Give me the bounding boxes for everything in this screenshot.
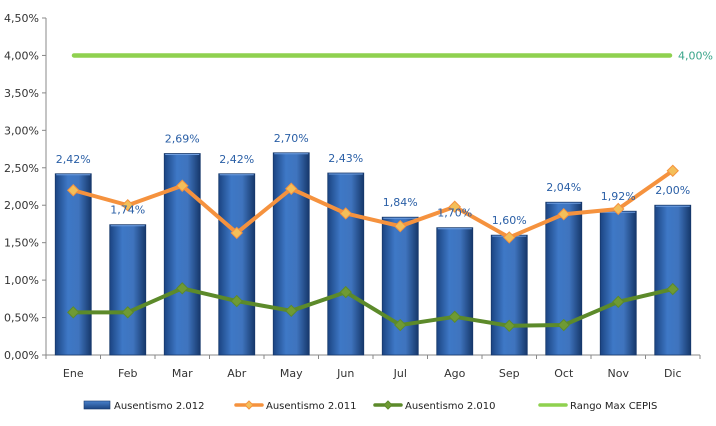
x-tick-label: Abr (227, 367, 247, 380)
y-tick-label: 1,50% (4, 237, 39, 250)
series-line (71, 286, 675, 328)
y-tick-label: 2,50% (4, 162, 39, 175)
series-marker (557, 318, 570, 332)
series-marker (448, 310, 461, 324)
x-tick-label: Ago (444, 367, 466, 380)
series-marker (285, 304, 298, 318)
series-marker (176, 179, 189, 192)
bar-data-label: 2,69% (165, 133, 200, 146)
bar-data-label: 2,04% (546, 181, 581, 194)
legend-marker (383, 400, 393, 410)
x-tick-label: May (280, 367, 303, 380)
series-marker (121, 306, 134, 319)
series-marker (67, 184, 80, 197)
bar-data-label: 2,42% (56, 153, 91, 166)
x-tick-label: Ene (63, 367, 84, 380)
series-marker (67, 306, 80, 319)
x-tick-label: Feb (118, 367, 137, 380)
bar-series (54, 152, 692, 356)
line-series (67, 53, 679, 333)
series-marker (339, 285, 352, 299)
bar-data-label: 2,43% (328, 152, 363, 165)
legend-label: Ausentismo 2.010 (405, 401, 495, 412)
series-marker (612, 202, 625, 216)
series-marker (230, 226, 243, 240)
bar (109, 224, 147, 356)
bar-data-label: 1,92% (601, 190, 636, 203)
data-labels: 2,42% 1,74% 2,69% 2,42% 2,70% 2,43% 1,84% 1,70%… (56, 49, 713, 227)
bar (490, 234, 528, 356)
series-marker (666, 164, 679, 177)
x-tick-label: Dic (664, 367, 682, 380)
y-tick-label: 1,00% (4, 274, 39, 287)
x-tick-label: Jul (393, 367, 407, 380)
series-marker (394, 219, 407, 233)
axes: 0,00% 0,50% 1,00% 1,50% 2,00% 2,50% 3,00% 3,50%… (4, 12, 701, 380)
bar-data-label: 2,70% (274, 132, 309, 145)
bar-data-label: 2,00% (655, 184, 690, 197)
series-marker (503, 231, 516, 244)
bar (599, 210, 637, 356)
series-marker (612, 295, 625, 309)
x-tick-label: Sep (499, 367, 520, 380)
legend-marker (244, 400, 254, 410)
legend-label: Ausentismo 2.012 (114, 401, 204, 412)
y-tick-label: 2,00% (4, 199, 39, 212)
x-tick-label: Oct (554, 367, 574, 380)
y-tick-label: 4,50% (4, 12, 39, 25)
bar (218, 173, 256, 356)
bar-data-label: 1,60% (492, 214, 527, 227)
bar (436, 227, 474, 356)
bar (545, 201, 583, 356)
series-end-label: 4,00% (678, 49, 713, 62)
series-marker (666, 282, 679, 296)
x-tick-label: Jun (336, 367, 354, 380)
y-tick-label: 4,00% (4, 49, 39, 62)
series-marker (121, 199, 134, 212)
bar-data-label: 1,70% (437, 207, 472, 220)
y-tick-label: 3,00% (4, 124, 39, 137)
series-marker (448, 200, 461, 213)
series-marker (503, 319, 516, 333)
y-tick-label: 0,00% (4, 349, 39, 362)
bar-data-label: 1,74% (110, 204, 145, 217)
y-tick-label: 3,50% (4, 87, 39, 100)
x-tick-label: Mar (172, 367, 193, 380)
bar-data-label: 2,42% (219, 153, 254, 166)
series-marker (285, 182, 298, 195)
series-marker (557, 208, 570, 221)
y-tick-label: 0,50% (4, 312, 39, 325)
bar (54, 173, 92, 356)
bar-data-label: 1,84% (383, 196, 418, 209)
series-marker (230, 294, 243, 308)
legend-swatch (83, 400, 111, 410)
legend-label: Rango Max CEPIS (570, 401, 657, 412)
series-marker (339, 207, 352, 220)
bar (327, 172, 365, 356)
bar (381, 216, 419, 356)
legend: Ausentismo 2.012 Ausentismo 2.011 Ausentis… (83, 400, 657, 412)
bar (654, 204, 692, 356)
series-marker (394, 318, 407, 332)
x-tick-label: Nov (608, 367, 630, 380)
legend-label: Ausentismo 2.011 (266, 401, 356, 412)
series-marker (176, 282, 189, 295)
series-line (71, 168, 675, 240)
